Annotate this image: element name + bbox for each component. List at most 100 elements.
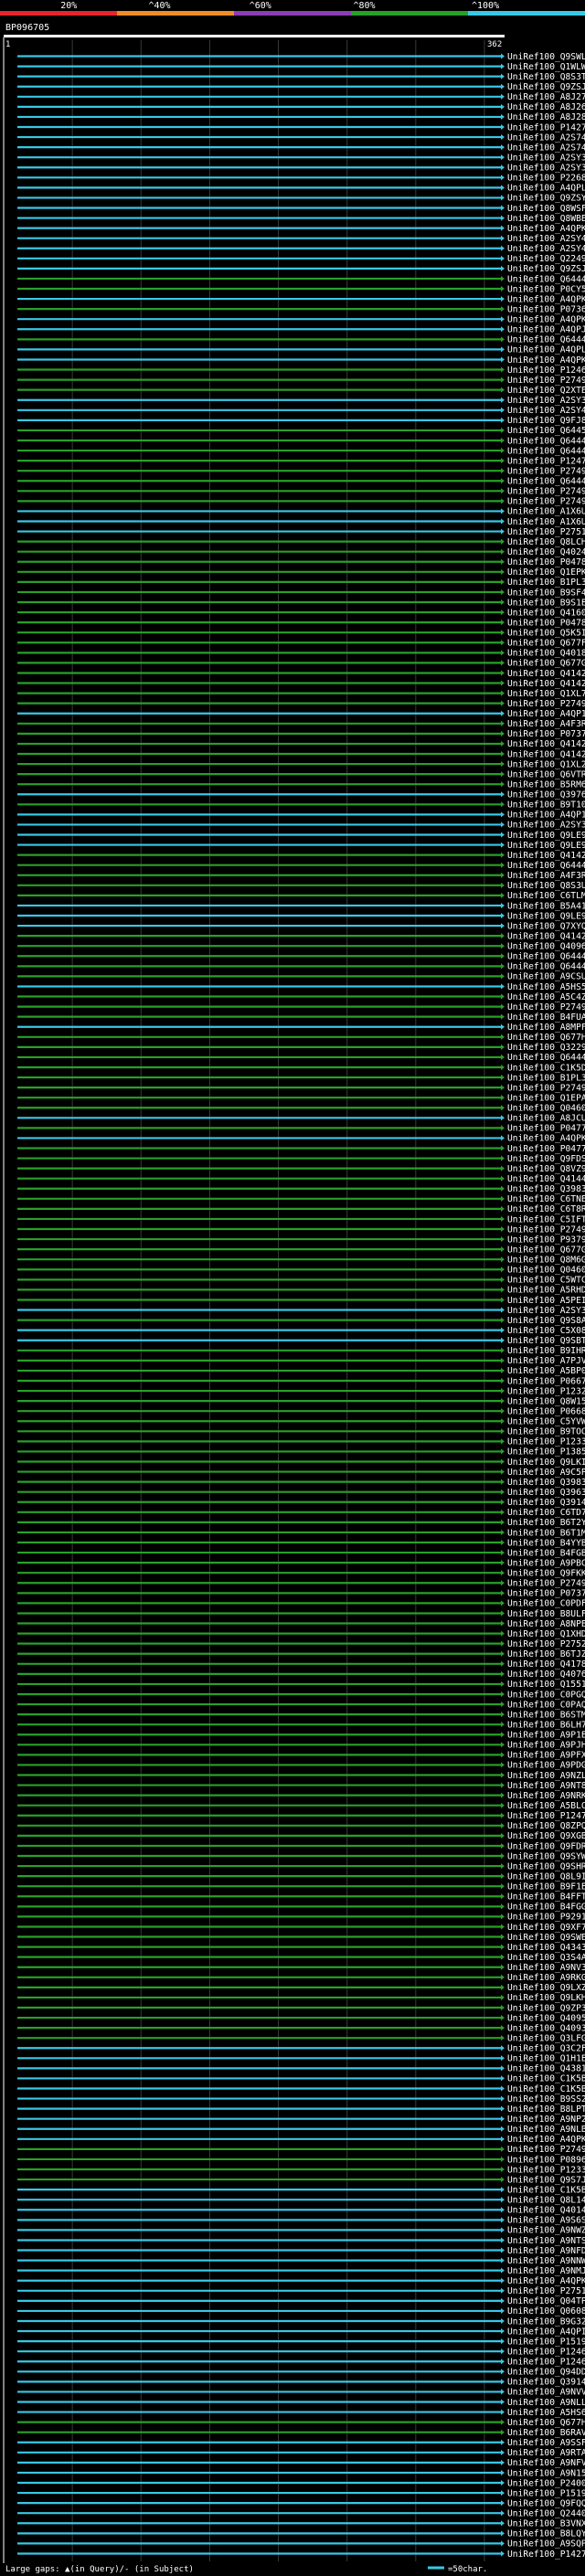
hit-label[interactable]: UniRef100_Q9XF73 — [507, 1923, 585, 1933]
hit-label[interactable]: UniRef100_B6LH71 — [507, 1720, 585, 1730]
hit-label[interactable]: UniRef100_P04778 — [507, 1144, 585, 1154]
hit-label[interactable]: UniRef100_Q5K5I6 — [507, 629, 585, 639]
hit-label[interactable]: UniRef100_A5BLC5 — [507, 1801, 585, 1811]
hit-label[interactable]: UniRef100_A9PDG2 — [507, 1761, 585, 1771]
hit-label[interactable]: UniRef100_B9SF47 — [507, 588, 585, 598]
hit-label[interactable]: UniRef100_A4QPL1 — [507, 184, 585, 194]
hit-label[interactable]: UniRef100_P27492 — [507, 376, 585, 386]
hit-label[interactable]: UniRef100_A5PEI5 — [507, 1296, 585, 1306]
hit-label[interactable]: UniRef100_Q9LE98 — [507, 911, 585, 921]
hit-label[interactable]: UniRef100_Q04607 — [507, 1266, 585, 1276]
hit-label[interactable]: UniRef100_P24006 — [507, 2478, 585, 2488]
hit-label[interactable]: UniRef100_A9NP23 — [507, 2115, 585, 2125]
hit-label[interactable]: UniRef100_Q64445 — [507, 861, 585, 871]
hit-label[interactable]: UniRef100_A4QPK0 — [507, 2135, 585, 2145]
hit-label[interactable]: UniRef100_B4YYB6 — [507, 1538, 585, 1548]
hit-label[interactable]: UniRef100_C1K5B9 — [507, 2074, 585, 2084]
hit-label[interactable]: UniRef100_Q22496 — [507, 254, 585, 264]
hit-label[interactable]: UniRef100_B9S1E0 — [507, 598, 585, 608]
hit-label[interactable]: UniRef100_C1K5D0 — [507, 1063, 585, 1073]
hit-label[interactable]: UniRef100_Q2XTE0 — [507, 386, 585, 396]
hit-label[interactable]: UniRef100_Q40185 — [507, 649, 585, 659]
hit-label[interactable]: UniRef100_Q9FJ8 — [507, 416, 585, 426]
hit-label[interactable]: UniRef100_Q39631 — [507, 1488, 585, 1498]
hit-label[interactable]: UniRef100_Q9SWE9 — [507, 1933, 585, 1943]
hit-label[interactable]: UniRef100_Q41422 — [507, 851, 585, 861]
hit-label[interactable]: UniRef100_A9S6S4 — [507, 2216, 585, 2226]
hit-label[interactable]: UniRef100_A9NZL9 — [507, 1771, 585, 1781]
hit-label[interactable]: UniRef100_Q39830 — [507, 1478, 585, 1488]
hit-label[interactable]: UniRef100_Q9ZSJ5 — [507, 82, 585, 92]
hit-label[interactable]: UniRef100_A5RHD4 — [507, 1286, 585, 1296]
hit-label[interactable]: UniRef100_P93795 — [507, 1235, 585, 1245]
hit-label[interactable]: UniRef100_A8J270 — [507, 92, 585, 102]
hit-label[interactable]: UniRef100_Q64444 — [507, 1053, 585, 1063]
hit-label[interactable]: UniRef100_Q9ZSJ4 — [507, 264, 585, 274]
hit-label[interactable]: UniRef100_Q41423 — [507, 749, 585, 759]
hit-label[interactable]: UniRef100_P0CY53 — [507, 284, 585, 294]
hit-label[interactable]: UniRef100_B1PL33 — [507, 1073, 585, 1083]
hit-label[interactable]: UniRef100_A2SY44 — [507, 244, 585, 254]
hit-label[interactable]: UniRef100_C1K5B8 — [507, 2185, 585, 2195]
hit-label[interactable]: UniRef100_Q64442 — [507, 962, 585, 972]
hit-label[interactable]: UniRef100_Q40934 — [507, 2023, 585, 2033]
hit-label[interactable]: UniRef100_P27493 — [507, 699, 585, 709]
hit-label[interactable]: UniRef100_Q9LKI0 — [507, 1458, 585, 1468]
hit-label[interactable]: UniRef100_Q39142 — [507, 1498, 585, 1508]
hit-label[interactable]: UniRef100_A9NLL5 — [507, 2398, 585, 2408]
hit-label[interactable]: UniRef100_Q64449 — [507, 446, 585, 456]
hit-label[interactable]: UniRef100_Q8W159 — [507, 1396, 585, 1406]
hit-label[interactable]: UniRef100_B3VNX3 — [507, 2519, 585, 2529]
hit-label[interactable]: UniRef100_A8J264 — [507, 102, 585, 112]
hit-label[interactable]: UniRef100_A9NT80 — [507, 1781, 585, 1791]
hit-label[interactable]: UniRef100_B9T107 — [507, 800, 585, 811]
hit-label[interactable]: UniRef100_Q8S3T8 — [507, 72, 585, 82]
hit-label[interactable]: UniRef100_Q43812 — [507, 2064, 585, 2074]
hit-label[interactable]: UniRef100_Q1XHD3 — [507, 1629, 585, 1639]
hit-label[interactable]: UniRef100_P12470 — [507, 456, 585, 466]
hit-label[interactable]: UniRef100_Q41606 — [507, 608, 585, 618]
hit-label[interactable]: UniRef100_B9G329 — [507, 2316, 585, 2327]
hit-label[interactable]: UniRef100_A9NLB4 — [507, 2125, 585, 2135]
hit-label[interactable]: UniRef100_A2S747 — [507, 143, 585, 153]
hit-label[interactable]: UniRef100_Q9S7J7 — [507, 2175, 585, 2185]
hit-label[interactable]: UniRef100_A9NNW9 — [507, 2256, 585, 2266]
hit-label[interactable]: UniRef100_B9TOC1 — [507, 1427, 585, 1437]
hit-label[interactable]: UniRef100_Q94DD0 — [507, 2368, 585, 2378]
hit-label[interactable]: UniRef100_Q9LXZ0 — [507, 1983, 585, 1993]
hit-label[interactable]: UniRef100_P27490 — [507, 1083, 585, 1093]
hit-label[interactable]: UniRef100_A9NFV0 — [507, 2458, 585, 2468]
hit-label[interactable]: UniRef100_A2SY32 — [507, 1306, 585, 1316]
hit-label[interactable]: UniRef100_B4FUA1 — [507, 1012, 585, 1023]
hit-label[interactable]: UniRef100_A9PJH7 — [507, 1741, 585, 1751]
hit-label[interactable]: UniRef100_Q41425 — [507, 669, 585, 679]
hit-label[interactable]: UniRef100_A9CSU0 — [507, 972, 585, 982]
hit-label[interactable]: UniRef100_A2SY34 — [507, 821, 585, 831]
hit-label[interactable]: UniRef100_A5C4Z0 — [507, 992, 585, 1002]
hit-label[interactable]: UniRef100_C6TD73 — [507, 1508, 585, 1518]
hit-label[interactable]: UniRef100_A9NWZ3 — [507, 2226, 585, 2236]
hit-label[interactable]: UniRef100_Q64443 — [507, 952, 585, 962]
hit-label[interactable]: UniRef100_Q9FKK4 — [507, 1569, 585, 1579]
hit-label[interactable]: UniRef100_Q04TP7 — [507, 2296, 585, 2306]
hit-label[interactable]: UniRef100_B4FGB9 — [507, 1548, 585, 1558]
hit-label[interactable]: UniRef100_Q8VZ93 — [507, 1164, 585, 1174]
hit-label[interactable]: UniRef100_A4QPL2 — [507, 345, 585, 355]
hit-label[interactable]: UniRef100_Q677H3 — [507, 1033, 585, 1043]
hit-label[interactable]: UniRef100_P15193 — [507, 2337, 585, 2347]
hit-label[interactable]: UniRef100_C5X083 — [507, 1326, 585, 1336]
hit-label[interactable]: UniRef100_Q7XYQ2 — [507, 921, 585, 931]
hit-label[interactable]: UniRef100_A4QPI2 — [507, 2327, 585, 2337]
hit-label[interactable]: UniRef100_A9RTA4 — [507, 2448, 585, 2458]
hit-label[interactable]: UniRef100_Q8M6G0 — [507, 1256, 585, 1266]
hit-label[interactable]: UniRef100_Q40956 — [507, 2013, 585, 2023]
hit-label[interactable]: UniRef100_Q9LE96 — [507, 841, 585, 851]
hit-label[interactable]: UniRef100_P27522 — [507, 1639, 585, 1649]
hit-label[interactable]: UniRef100_B6TJZ5 — [507, 1649, 585, 1659]
hit-label[interactable]: UniRef100_A2SY45 — [507, 234, 585, 244]
hit-label[interactable]: UniRef100_Q64450 — [507, 426, 585, 436]
hit-label[interactable]: UniRef100_Q39831 — [507, 1184, 585, 1194]
hit-label[interactable]: UniRef100_P07370 — [507, 729, 585, 739]
hit-label[interactable]: UniRef100_B4FFT9 — [507, 1892, 585, 1903]
hit-label[interactable]: UniRef100_A4QPK8 — [507, 294, 585, 304]
